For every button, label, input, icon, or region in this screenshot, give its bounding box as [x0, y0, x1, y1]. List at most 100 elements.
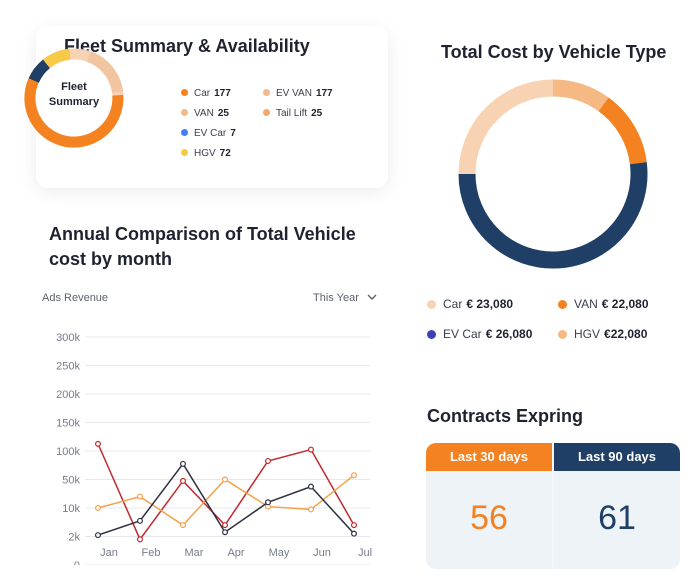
series-point	[308, 506, 315, 513]
cost-segment-navy	[458, 162, 648, 269]
cost-legend-ev-car: EV Car € 26,080	[427, 327, 532, 341]
y-tick-label: 250k	[56, 361, 80, 373]
legend-dot-icon	[181, 129, 188, 136]
series-point	[94, 532, 101, 539]
legend-label: Car	[443, 297, 463, 311]
x-tick-label: May	[269, 547, 290, 559]
fleet-legend-van: VAN 25	[181, 108, 229, 119]
fleet-donut-center-label: Fleet Summary	[20, 80, 128, 110]
fleet-summary-title: Fleet Summary & Availability	[64, 36, 310, 56]
series-point	[94, 505, 101, 512]
series-point	[180, 522, 187, 529]
legend-dot-icon	[181, 149, 188, 156]
legend-value: € 22,080	[601, 297, 649, 311]
legend-value: 25	[311, 108, 323, 119]
cost-legend-hgv: HGV €22,080	[558, 327, 647, 341]
legend-label: Tail Lift	[276, 108, 308, 119]
series-point	[180, 477, 187, 484]
contracts-count-90: 61	[598, 499, 636, 537]
series-label: Ads Revenue	[42, 292, 109, 304]
contracts-title: Contracts Expring	[427, 406, 584, 426]
x-tick-label: Feb	[142, 547, 161, 559]
fleet-segment-navy	[28, 59, 51, 83]
series-point	[351, 530, 358, 537]
series-point	[180, 460, 187, 467]
total-cost-donut	[458, 79, 648, 269]
legend-dot-icon	[263, 89, 270, 96]
count-cell-30: 56	[426, 471, 552, 569]
fleet-center-line1: Fleet	[61, 81, 87, 93]
series-point	[308, 483, 315, 490]
legend-label: Car	[194, 88, 211, 99]
cost-segment-peach	[458, 79, 554, 175]
x-tick-label: Mar	[185, 547, 204, 559]
legend-value: 177	[214, 88, 231, 99]
series-point	[136, 517, 143, 524]
cost-legend-van: VAN € 22,080	[558, 297, 649, 311]
series-line-1	[97, 474, 355, 527]
series-point	[351, 522, 358, 529]
legend-value: € 26,080	[485, 327, 533, 341]
series-point	[136, 536, 143, 543]
period-select[interactable]: This Year	[313, 292, 377, 304]
legend-dot-icon	[181, 89, 188, 96]
legend-dot-icon	[427, 300, 436, 309]
legend-value: 25	[217, 108, 229, 119]
legend-value: 177	[315, 88, 333, 99]
cost-segment-top-orange	[552, 79, 609, 112]
annual-title-line1: Annual Comparison of Total Vehicle	[49, 224, 356, 244]
tab-last-30-days[interactable]: Last 30 days	[426, 443, 552, 471]
contracts-count-30: 56	[470, 499, 508, 537]
cost-legend-car: Car € 23,080	[427, 297, 513, 311]
tab-last-90-days[interactable]: Last 90 days	[554, 443, 680, 471]
legend-label: HGV	[574, 327, 601, 341]
legend-dot-icon	[263, 109, 270, 116]
total-cost-title: Total Cost by Vehicle Type	[441, 42, 667, 62]
series-point	[222, 476, 229, 483]
annual-title-line2: cost by month	[49, 249, 173, 269]
series-point	[136, 493, 143, 500]
x-tick-label: Jul	[358, 547, 372, 559]
x-tick-label: Jun	[313, 547, 331, 559]
legend-dot-icon	[427, 330, 436, 339]
fleet-summary-donut	[24, 48, 124, 148]
x-tick-label: Jan	[100, 547, 118, 559]
y-tick-label: 100k	[56, 446, 80, 458]
fleet-legend-ev-van: EV VAN 177	[263, 88, 333, 99]
annual-comparison-title: Annual Comparison of Total Vehicle cost …	[49, 222, 389, 272]
y-tick-label: 300k	[56, 332, 80, 344]
series-point	[265, 499, 272, 506]
legend-dot-icon	[181, 109, 188, 116]
y-tick-label: 2k	[68, 532, 80, 544]
cost-segment-right-orange	[598, 97, 647, 165]
fleet-legend-ev-car: EV Car 7	[181, 128, 236, 139]
legend-label: VAN	[574, 297, 598, 311]
y-tick-label: 50k	[62, 475, 80, 487]
series-point	[265, 457, 272, 464]
x-tick-label: Apr	[227, 547, 244, 559]
legend-value: €22,080	[604, 327, 648, 341]
legend-label: EV Car	[443, 327, 482, 341]
legend-label: HGV	[194, 148, 216, 159]
legend-value: 7	[230, 128, 236, 139]
fleet-legend-hgv: HGV 72	[181, 148, 231, 159]
fleet-legend-tail-lift: Tail Lift 25	[263, 108, 322, 119]
contracts-panel: Last 30 days Last 90 days 56 61	[426, 443, 680, 569]
y-tick-label: 10k	[62, 503, 80, 515]
fleet-segment-car	[24, 67, 124, 148]
series-point	[222, 529, 229, 536]
legend-label: EV VAN	[276, 88, 312, 99]
fleet-legend-car: Car 177	[181, 88, 231, 99]
annual-line-chart: 300k 250k 200k 150k 100k 50k 10k 2k 0 Jan Feb Mar Ap…	[56, 332, 372, 565]
legend-dot-icon	[558, 300, 567, 309]
legend-label: EV Car	[194, 128, 227, 139]
period-select-value: This Year	[313, 292, 359, 304]
legend-dot-icon	[558, 330, 567, 339]
legend-value: € 23,080	[466, 297, 514, 311]
legend-value: 72	[219, 148, 231, 159]
y-tick-label: 0	[74, 560, 80, 565]
fleet-segment-hgv	[43, 48, 71, 69]
fleet-segment-van	[86, 51, 124, 94]
count-cell-90: 61	[554, 471, 680, 569]
series-point	[351, 472, 358, 479]
